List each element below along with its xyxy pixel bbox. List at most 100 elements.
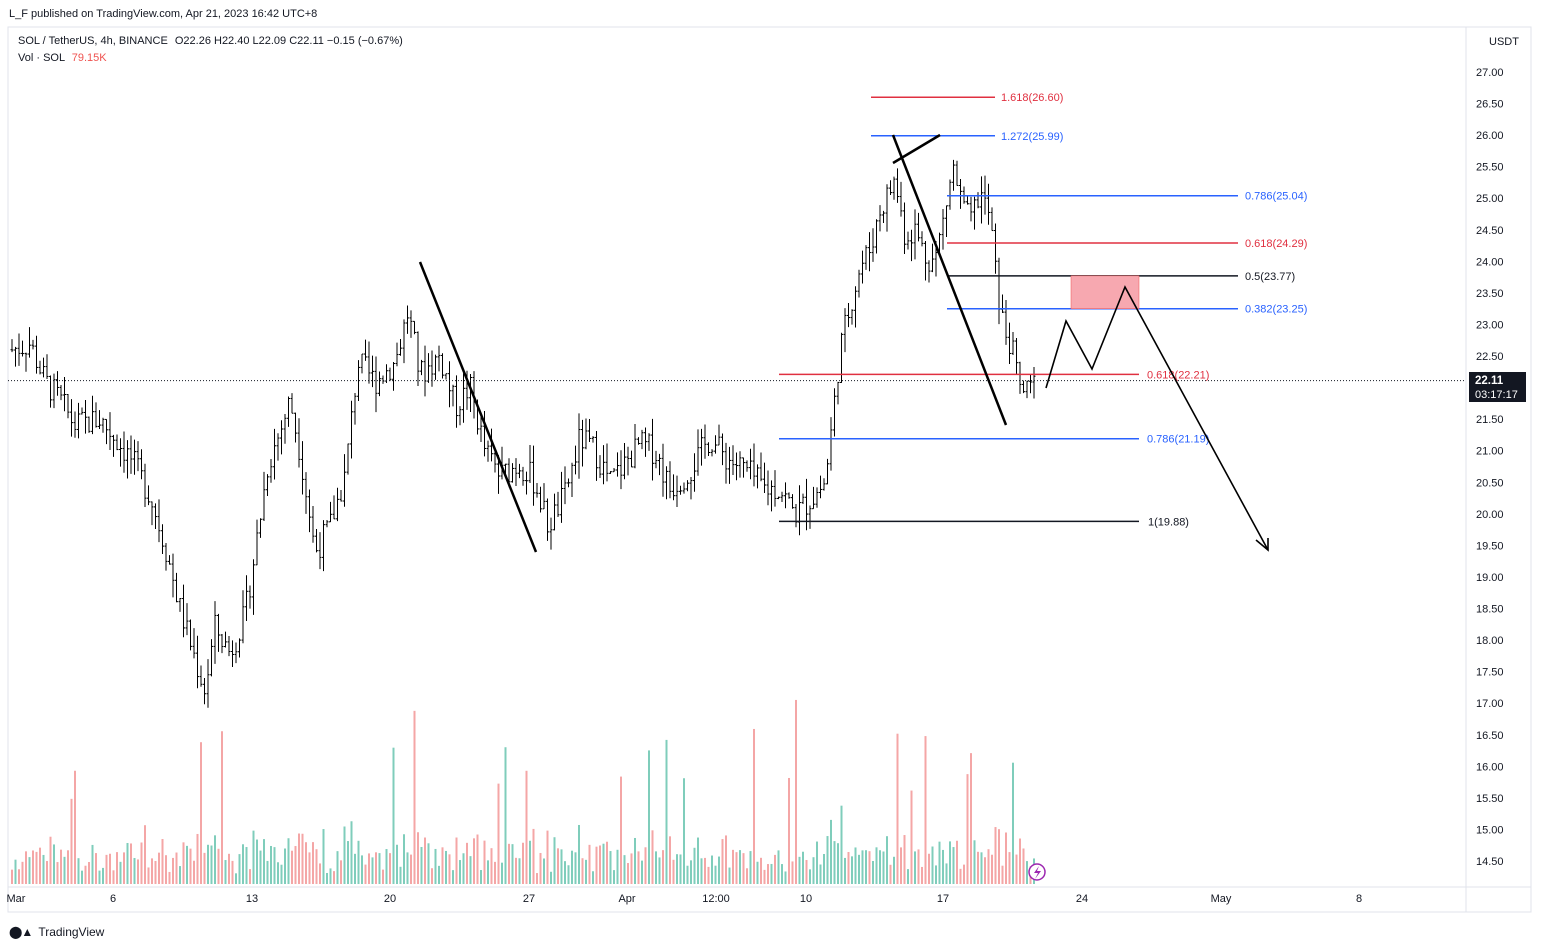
volume-bar — [788, 777, 790, 884]
candle — [882, 210, 885, 223]
trendline-1[interactable] — [418, 261, 538, 553]
volume-bar — [956, 840, 958, 884]
candle — [364, 339, 367, 361]
candle — [206, 659, 210, 708]
volume-bar — [483, 840, 486, 884]
volume-bar — [837, 843, 839, 884]
fib-retracements[interactable]: 1.618(26.60) 1.272(25.99) 0.786(25.04) 0.61… — [779, 92, 1307, 528]
candle — [304, 472, 308, 514]
candle — [486, 440, 490, 462]
volume-bar — [396, 844, 398, 884]
candle — [350, 400, 353, 459]
candle — [140, 449, 143, 480]
candle — [651, 418, 654, 481]
volume-bar — [994, 827, 997, 884]
candle — [434, 354, 437, 380]
candle — [1025, 380, 1029, 399]
candle — [339, 489, 343, 502]
volume-bar — [662, 850, 664, 884]
volume-bar — [70, 798, 73, 884]
supply-zone[interactable] — [1070, 275, 1140, 309]
volume-bar — [354, 853, 356, 884]
volume-bar — [532, 828, 535, 884]
candle — [157, 499, 161, 543]
volume-legend[interactable]: Vol · SOL 79.15K — [18, 52, 107, 64]
volume-bar — [259, 850, 262, 884]
volume-bar — [1019, 838, 1021, 884]
candle — [560, 471, 563, 523]
volume-bar — [728, 867, 731, 884]
volume-bar — [595, 846, 598, 884]
volume-bar — [294, 846, 297, 884]
candle — [164, 543, 168, 571]
volume-bar — [665, 739, 668, 884]
volume-bar — [963, 864, 965, 884]
candle — [745, 460, 749, 472]
candle — [301, 441, 304, 495]
candle — [38, 360, 42, 375]
candle — [567, 478, 570, 488]
candle — [105, 418, 108, 445]
candle — [31, 339, 35, 350]
volume-bar — [235, 873, 237, 884]
volume-bar — [900, 847, 902, 884]
current-price-value: 22.11 — [1475, 375, 1504, 387]
volume-bar — [210, 845, 213, 884]
candle — [917, 212, 920, 242]
volume-bar — [56, 862, 59, 884]
volume-bar — [490, 848, 493, 884]
price-tick-label: 16.00 — [1476, 761, 1504, 773]
candle — [262, 471, 266, 521]
symbol-legend[interactable]: SOL / TetherUS, 4h, BINANCE O22.26 H22.4… — [18, 35, 403, 47]
candle — [136, 441, 140, 472]
volume-bar — [63, 856, 66, 884]
volume-bar — [980, 852, 983, 884]
candle — [392, 361, 395, 391]
candle — [203, 677, 206, 705]
drawings[interactable] — [418, 133, 1269, 553]
candle — [647, 433, 651, 451]
candle — [980, 176, 983, 224]
candle — [605, 443, 609, 482]
volume-bar — [32, 850, 34, 884]
volume-bar — [1022, 848, 1025, 884]
trendline-2[interactable] — [891, 134, 1008, 426]
volume-bar — [25, 851, 27, 884]
volume-bar — [602, 843, 605, 884]
projection-path[interactable] — [1045, 285, 1269, 551]
volume-bar — [686, 865, 689, 884]
volume-bar — [921, 866, 923, 884]
fib-level-label: 0.5(23.77) — [1245, 271, 1295, 283]
candle — [752, 443, 756, 487]
volume-bar — [833, 841, 836, 884]
volume-bar — [291, 850, 293, 884]
candle — [826, 458, 829, 485]
volume-bar — [140, 842, 143, 884]
fib-level-label: 1.618(26.60) — [1001, 92, 1063, 104]
volume-bar — [819, 864, 822, 884]
symbol-title: SOL / TetherUS, 4h, BINANCE — [18, 35, 168, 47]
volume-bar — [861, 850, 864, 884]
price-tick-label: 26.50 — [1476, 99, 1504, 111]
volume-bar — [945, 863, 948, 884]
volume-bar — [196, 833, 199, 884]
volume-bar — [308, 852, 311, 884]
volume-bar — [585, 859, 587, 884]
candle — [336, 487, 339, 522]
volume-bar — [126, 842, 129, 884]
volume-bar — [567, 865, 570, 884]
candle — [283, 414, 287, 444]
candle — [297, 418, 301, 468]
candle — [731, 445, 735, 475]
lightning-icon[interactable] — [1028, 863, 1046, 881]
volume-bar — [942, 849, 944, 884]
candle — [843, 308, 847, 353]
candle — [997, 257, 1001, 325]
volume-bar — [746, 868, 748, 884]
volume-bar — [1005, 832, 1007, 884]
trendline-3[interactable] — [892, 133, 941, 165]
volume-bar — [231, 860, 234, 884]
price-tick-label: 18.50 — [1476, 604, 1504, 616]
volume-bar — [161, 839, 164, 884]
